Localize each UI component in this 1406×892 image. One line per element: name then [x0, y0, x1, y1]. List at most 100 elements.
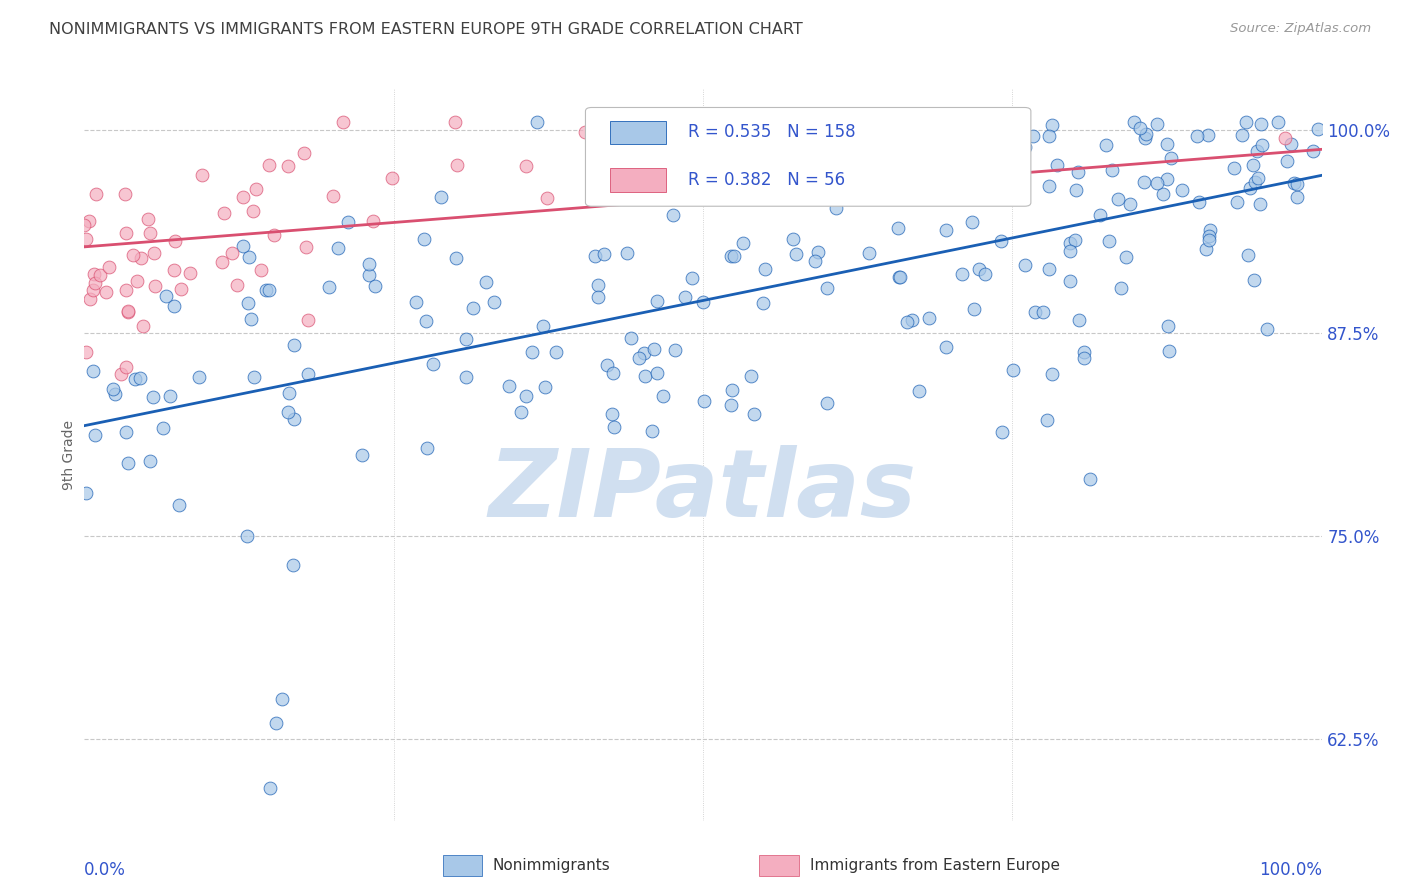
Point [681, 271, 703, 285]
Point [1032, 305, 1054, 319]
Point [179, 266, 201, 280]
Point [935, 340, 957, 354]
Point [1038, 128, 1060, 143]
Point [444, 114, 467, 128]
Point [117, 456, 139, 470]
Point [815, 281, 838, 295]
Point [889, 270, 911, 285]
Point [75, 232, 97, 246]
Point [297, 313, 319, 327]
Point [887, 221, 910, 235]
Point [232, 239, 254, 253]
Point [1171, 183, 1194, 197]
Point [259, 158, 281, 172]
Point [142, 390, 165, 404]
Point [297, 367, 319, 381]
Point [536, 190, 558, 204]
Point [277, 405, 299, 419]
Point [1146, 176, 1168, 190]
Point [593, 247, 616, 261]
Point [250, 263, 273, 277]
Point [1198, 222, 1220, 236]
Point [152, 421, 174, 435]
Point [142, 245, 165, 260]
Point [1302, 144, 1324, 158]
Point [627, 351, 650, 365]
Point [1246, 145, 1268, 159]
Point [283, 411, 305, 425]
Point [350, 448, 373, 462]
Point [484, 295, 506, 310]
Point [645, 293, 668, 308]
Point [117, 304, 139, 318]
Point [914, 165, 936, 179]
Point [263, 227, 285, 242]
Point [163, 263, 186, 277]
Point [83, 428, 105, 442]
Point [1157, 318, 1180, 333]
Point [693, 393, 716, 408]
Point [101, 382, 124, 396]
Point [616, 245, 638, 260]
Point [723, 249, 745, 263]
Point [720, 249, 742, 263]
Point [187, 369, 209, 384]
Point [534, 380, 557, 394]
Point [1133, 176, 1156, 190]
Point [596, 358, 619, 372]
Point [607, 114, 630, 128]
Text: 0.0%: 0.0% [84, 861, 127, 879]
Point [531, 318, 554, 333]
Point [221, 246, 243, 260]
Point [415, 314, 437, 328]
Point [721, 383, 744, 397]
Point [782, 232, 804, 246]
Point [1038, 179, 1060, 194]
Point [963, 301, 986, 316]
Point [1230, 128, 1253, 142]
Point [1275, 154, 1298, 169]
Point [89, 268, 111, 282]
Point [115, 359, 138, 374]
Text: Immigrants from Eastern Europe: Immigrants from Eastern Europe [810, 858, 1060, 872]
Point [620, 331, 643, 345]
Point [121, 248, 143, 262]
Point [444, 251, 467, 265]
Point [474, 275, 496, 289]
Point [1160, 152, 1182, 166]
Point [139, 453, 162, 467]
Text: Source: ZipAtlas.com: Source: ZipAtlas.com [1230, 22, 1371, 36]
Point [908, 384, 931, 398]
Point [825, 201, 848, 215]
Point [1078, 472, 1101, 486]
Point [75, 344, 97, 359]
Point [1133, 131, 1156, 145]
Point [520, 344, 543, 359]
Point [225, 278, 247, 293]
Point [1040, 118, 1063, 132]
Point [1135, 127, 1157, 141]
Point [1101, 162, 1123, 177]
Point [73, 218, 96, 232]
Point [815, 395, 838, 409]
Point [326, 241, 349, 255]
Point [966, 152, 988, 166]
Point [1197, 128, 1219, 142]
Point [980, 179, 1002, 194]
Point [1090, 208, 1112, 222]
Point [997, 138, 1019, 153]
Point [191, 168, 214, 182]
Point [896, 315, 918, 329]
Text: 100.0%: 100.0% [1258, 861, 1322, 879]
Point [1022, 129, 1045, 144]
Point [422, 357, 444, 371]
Point [991, 184, 1014, 198]
Point [1239, 180, 1261, 194]
Point [733, 235, 755, 250]
Point [1059, 244, 1081, 258]
Point [1129, 121, 1152, 136]
FancyBboxPatch shape [610, 169, 666, 192]
Point [950, 268, 973, 282]
Point [1107, 192, 1129, 206]
Point [1119, 197, 1142, 211]
